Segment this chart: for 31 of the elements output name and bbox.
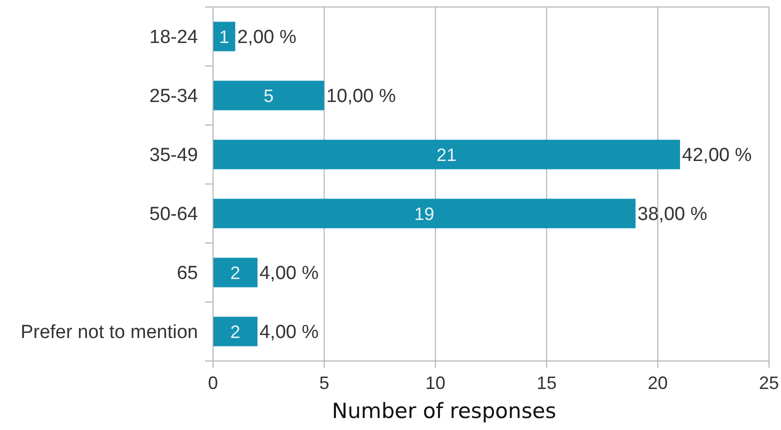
data-label: 2 <box>230 322 240 342</box>
y-tick-label: 25-34 <box>149 86 198 108</box>
y-tick-label: 18-24 <box>149 27 198 48</box>
y-tick-label: Prefer not to mention <box>20 322 198 344</box>
x-tick-label: 25 <box>758 373 780 393</box>
x-axis-title: Number of responses <box>332 399 556 423</box>
annotation: 4,00 % <box>259 322 319 344</box>
annotation: 38,00 % <box>638 204 708 226</box>
bar <box>213 198 636 228</box>
x-tick-label: 5 <box>319 373 330 393</box>
x-tick-label: 15 <box>536 373 557 393</box>
bar <box>213 258 258 288</box>
bar <box>213 80 324 110</box>
data-label: 1 <box>219 26 230 47</box>
data-label: 19 <box>414 204 434 224</box>
data-label: 2 <box>230 262 240 283</box>
bar <box>213 316 258 346</box>
annotation: 10,00 % <box>326 86 396 108</box>
bar <box>213 140 680 170</box>
x-tick-label: 20 <box>648 373 668 393</box>
annotation: 4,00 % <box>259 263 319 284</box>
y-tick-label: 50-64 <box>149 204 198 226</box>
annotation: 2,00 % <box>237 27 296 48</box>
bar <box>213 22 236 52</box>
x-tick-label: 0 <box>208 373 218 393</box>
x-tick-label: 10 <box>425 373 446 393</box>
annotation: 42,00 % <box>682 145 752 166</box>
y-tick-label: 35-49 <box>149 145 198 166</box>
data-label: 5 <box>264 86 274 106</box>
y-tick-label: 65 <box>176 263 198 284</box>
data-label: 21 <box>436 144 457 165</box>
